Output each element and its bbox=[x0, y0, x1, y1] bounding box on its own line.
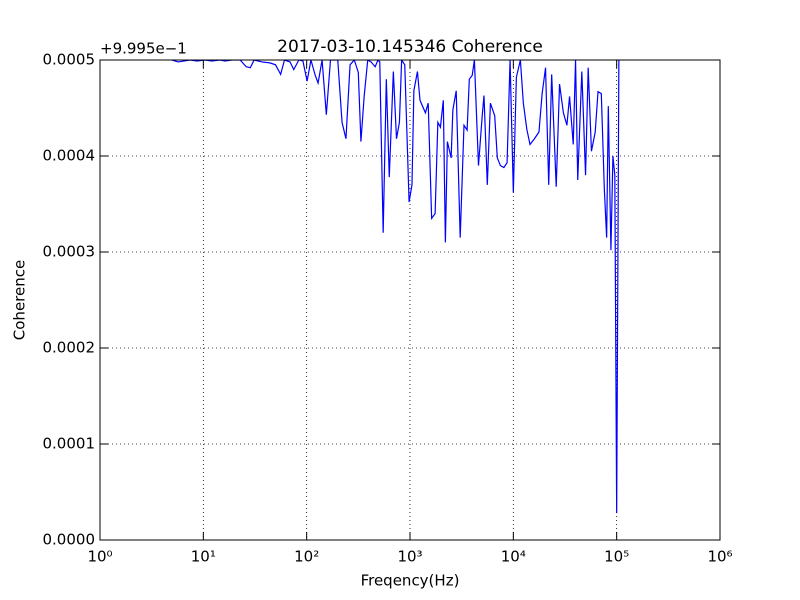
x-tick-label: 10⁴ bbox=[501, 548, 526, 566]
y-tick-label: 0.0003 bbox=[43, 243, 96, 261]
x-tick-label: 10⁵ bbox=[604, 548, 629, 566]
y-tick-label: 0.0001 bbox=[43, 435, 96, 453]
y-tick-label: 0.0004 bbox=[43, 147, 96, 165]
y-tick-label: 0.0002 bbox=[43, 339, 96, 357]
chart-title: 2017-03-10.145346 Coherence bbox=[277, 37, 543, 57]
y-tick-label: 0.0005 bbox=[43, 51, 96, 69]
plot-area bbox=[171, 60, 620, 514]
x-tick-label: 10² bbox=[294, 548, 319, 566]
data-line bbox=[171, 60, 620, 514]
x-tick-label: 10⁰ bbox=[87, 548, 112, 566]
x-axis-label: Freqency(Hz) bbox=[361, 572, 460, 590]
x-tick-label: 10⁶ bbox=[707, 548, 732, 566]
x-tick-label: 10¹ bbox=[191, 548, 216, 566]
y-offset-label: +9.995e−1 bbox=[100, 40, 187, 58]
y-tick-label: 0.0000 bbox=[43, 531, 96, 549]
x-tick-label: 10³ bbox=[397, 548, 422, 566]
y-axis-label: Coherence bbox=[11, 260, 29, 340]
